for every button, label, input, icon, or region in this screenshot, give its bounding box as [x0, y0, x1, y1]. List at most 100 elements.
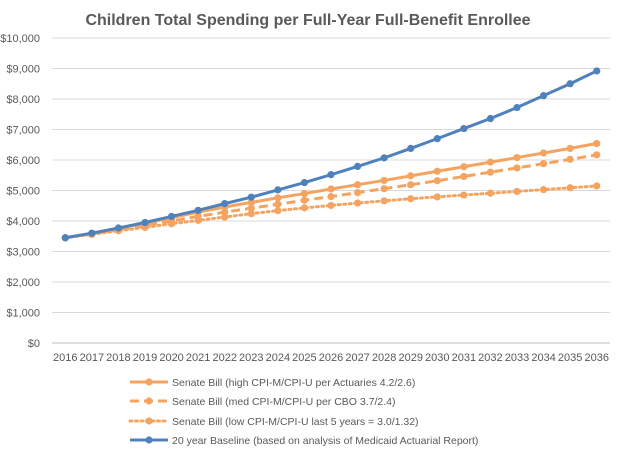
y-tick-label: $7,000: [6, 125, 40, 137]
y-tick-label: $0: [28, 338, 40, 350]
data-point: [247, 204, 255, 212]
data-point: [300, 204, 309, 212]
x-tick-label: 2032: [478, 352, 502, 364]
x-tick-label: 2026: [319, 352, 343, 364]
x-tick-label: 2018: [106, 352, 130, 364]
x-tick-label: 2033: [505, 352, 529, 364]
data-point: [167, 212, 176, 221]
data-point: [327, 201, 335, 210]
data-point: [407, 181, 415, 189]
data-point: [114, 224, 123, 232]
data-point: [513, 153, 521, 162]
data-point: [486, 189, 495, 197]
data-point: [407, 172, 415, 180]
y-tick-label: $5,000: [6, 186, 40, 198]
y-tick-label: $1,000: [6, 308, 40, 320]
series-4: [61, 67, 601, 242]
data-point: [353, 162, 362, 171]
x-tick-label: 2029: [398, 352, 422, 364]
data-point: [593, 151, 601, 159]
y-tick-label: $3,000: [6, 247, 40, 259]
data-point: [460, 124, 468, 133]
data-point: [274, 186, 282, 194]
x-tick-label: 2035: [558, 352, 582, 364]
legend-marker: [145, 417, 153, 425]
data-point: [566, 144, 574, 153]
data-point: [274, 200, 282, 208]
data-point: [247, 210, 255, 218]
legend-entry: Senate Bill (low CPI-M/CPI-U last 5 year…: [128, 416, 419, 428]
legend-label: 20 year Baseline (based on analysis of M…: [172, 435, 478, 447]
data-point: [486, 168, 495, 176]
x-tick-label: 2016: [53, 352, 77, 364]
data-point: [274, 207, 282, 215]
legend-marker: [145, 436, 153, 444]
data-point: [513, 103, 521, 112]
data-point: [433, 177, 441, 185]
data-point: [141, 218, 149, 227]
y-tick-label: $6,000: [6, 155, 40, 167]
data-point: [566, 184, 574, 192]
data-point: [300, 178, 309, 187]
data-point: [327, 193, 335, 201]
x-axis-ticks: 2016 2017 2018 2019 2020 2021 2022 2023 2024 2025…: [53, 352, 609, 364]
data-point: [353, 199, 362, 207]
legend-marker: [145, 378, 153, 386]
x-tick-label: 2025: [292, 352, 316, 364]
y-tick-label: $9,000: [6, 64, 40, 76]
data-point: [539, 160, 548, 168]
data-point: [539, 185, 548, 194]
x-tick-label: 2023: [239, 352, 263, 364]
legend-entry: Senate Bill (med CPI-M/CPI-U per CBO 3.7…: [130, 396, 396, 408]
y-tick-label: $2,000: [6, 277, 40, 289]
data-point: [353, 189, 362, 197]
data-point: [194, 206, 202, 214]
data-point: [221, 213, 229, 221]
data-point: [539, 92, 548, 100]
data-point: [460, 172, 468, 181]
data-point: [407, 195, 415, 203]
data-point: [513, 187, 521, 196]
x-tick-label: 2028: [372, 352, 396, 364]
data-point: [593, 67, 601, 75]
y-tick-label: $8,000: [6, 94, 40, 106]
data-point: [380, 154, 388, 162]
x-tick-label: 2020: [159, 352, 183, 364]
x-tick-label: 2019: [133, 352, 157, 364]
data-point: [433, 167, 441, 175]
data-point: [221, 200, 229, 208]
data-point: [593, 139, 601, 148]
data-point: [460, 191, 468, 199]
data-point: [513, 164, 521, 172]
data-point: [380, 197, 388, 205]
y-tick-label: $10,000: [0, 33, 40, 45]
data-point: [327, 185, 335, 193]
data-point: [433, 135, 441, 143]
legend-entry: 20 year Baseline (based on analysis of M…: [130, 435, 478, 447]
x-tick-label: 2017: [80, 352, 104, 364]
legend-label: Senate Bill (low CPI-M/CPI-U last 5 year…: [172, 416, 419, 428]
data-point: [167, 220, 176, 228]
x-tick-label: 2030: [425, 352, 449, 364]
x-tick-label: 2034: [531, 352, 555, 364]
data-point: [566, 155, 574, 163]
x-tick-label: 2036: [584, 352, 608, 364]
data-point: [353, 181, 362, 189]
x-tick-label: 2024: [266, 352, 290, 364]
data-point: [274, 194, 282, 202]
data-point: [566, 80, 574, 88]
data-point: [407, 144, 415, 153]
data-point: [539, 149, 548, 157]
data-point: [247, 198, 255, 206]
data-point: [433, 193, 441, 201]
data-point: [380, 185, 388, 193]
y-axis-ticks: $0 $1,000 $2,000 $3,000 $4,000 $5,000 $6,000 $7…: [0, 33, 40, 350]
data-point: [247, 193, 255, 201]
chart-title: Children Total Spending per Full-Year Fu…: [85, 12, 530, 29]
legend-label: Senate Bill (med CPI-M/CPI-U per CBO 3.7…: [172, 396, 396, 408]
x-tick-label: 2031: [452, 352, 476, 364]
data-point: [486, 158, 495, 166]
data-point: [194, 216, 202, 224]
data-point: [300, 189, 309, 198]
series-line: [63, 184, 599, 240]
